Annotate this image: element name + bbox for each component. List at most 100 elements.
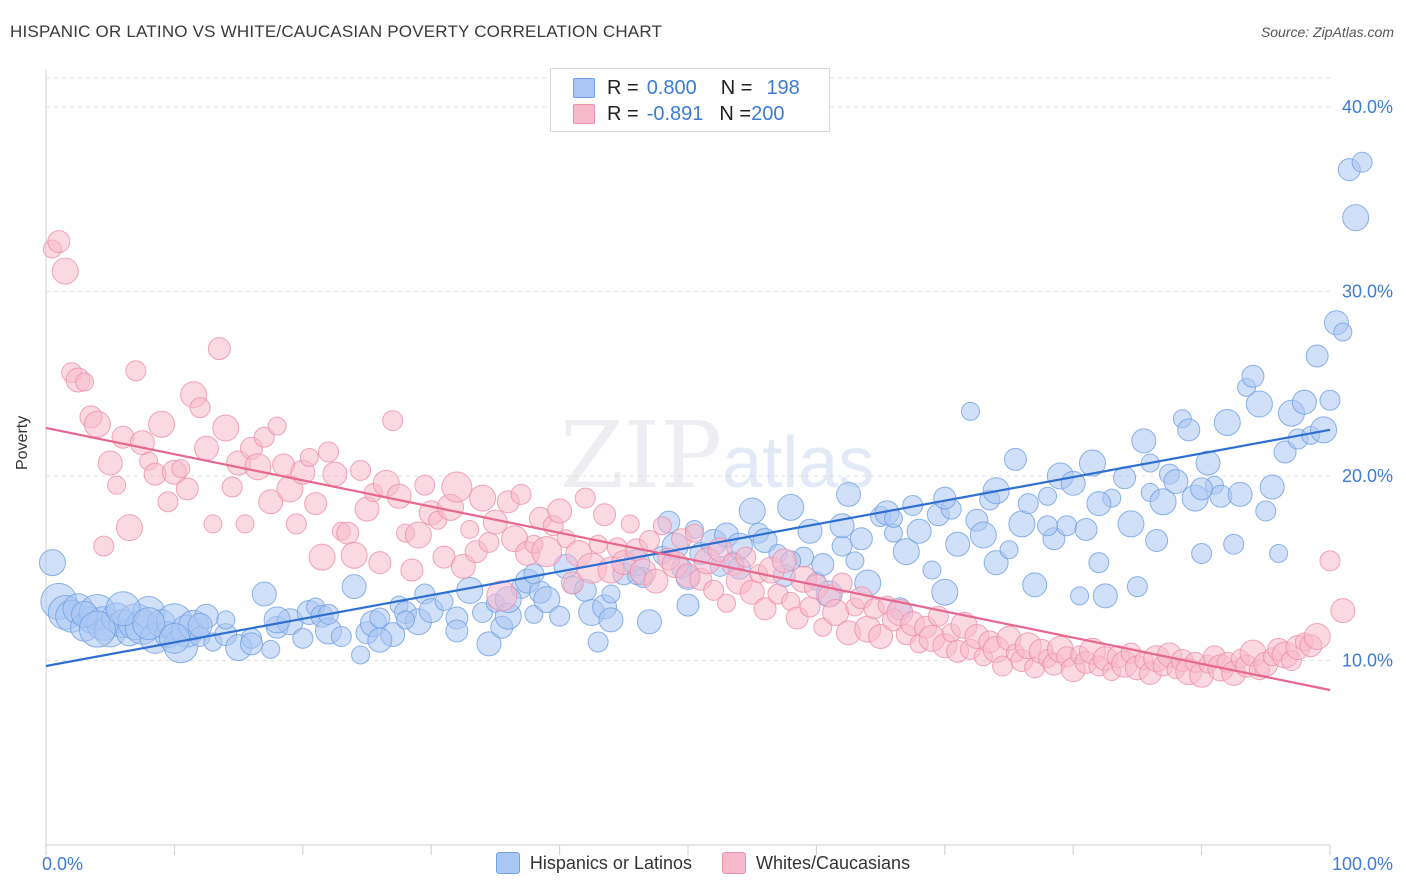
white-point xyxy=(244,453,272,481)
hispanic-point xyxy=(1269,543,1289,563)
white-point xyxy=(175,477,199,501)
hispanic-point xyxy=(1213,408,1241,436)
hispanic-point xyxy=(811,553,835,577)
hispanic-point xyxy=(1333,322,1353,342)
hispanic-point xyxy=(1088,552,1110,574)
hispanic-point xyxy=(132,607,166,641)
legend-n-label: N = xyxy=(720,76,753,99)
hispanic-point xyxy=(341,574,367,600)
white-point xyxy=(547,498,573,524)
hispanic-point xyxy=(983,550,1009,576)
watermark: ZIPatlas xyxy=(560,402,874,509)
white-point xyxy=(368,551,392,575)
hispanic-point xyxy=(251,581,277,607)
white-point xyxy=(593,503,617,527)
hispanic-point xyxy=(292,627,314,649)
white-point xyxy=(304,492,328,516)
white-point xyxy=(386,483,412,509)
white-point xyxy=(336,521,360,545)
white-point xyxy=(478,531,500,553)
white-point xyxy=(207,337,231,361)
legend-item-hispanic[interactable]: Hispanics or Latinos xyxy=(495,852,692,874)
hispanic-point xyxy=(1022,572,1048,598)
white-point xyxy=(171,459,191,479)
hispanic-point xyxy=(523,563,545,585)
white-point xyxy=(382,410,404,432)
white-point xyxy=(93,535,115,557)
hispanic-point xyxy=(969,521,997,549)
white-point xyxy=(486,580,518,612)
hispanic-point xyxy=(598,607,624,633)
white-point xyxy=(1303,622,1331,650)
hispanic-point xyxy=(158,622,190,654)
white-point xyxy=(703,579,725,601)
white-point xyxy=(299,448,319,467)
white-point xyxy=(404,521,432,549)
hispanic-point xyxy=(1191,542,1213,564)
hispanic-point xyxy=(1195,450,1221,476)
hispanic-point xyxy=(549,605,571,627)
hispanic-point xyxy=(836,481,861,507)
hispanic-point xyxy=(1126,576,1148,598)
hispanic-point xyxy=(960,401,980,421)
white-point xyxy=(400,558,424,582)
white-point xyxy=(638,530,660,552)
white-trend-line xyxy=(45,426,1331,692)
hispanic-point xyxy=(1145,529,1169,553)
white-point xyxy=(340,541,368,569)
hispanic-point xyxy=(1163,468,1189,494)
hispanic-point xyxy=(1038,486,1058,506)
hispanic-point xyxy=(1070,586,1090,606)
hispanic-point xyxy=(777,493,805,521)
legend-n-value: 198 xyxy=(766,76,800,99)
white-point xyxy=(588,534,608,554)
hispanic-point xyxy=(922,560,942,580)
hispanic-point xyxy=(330,625,352,647)
white-point xyxy=(652,516,672,536)
white-point xyxy=(83,410,111,438)
hispanic-trend-line xyxy=(45,428,1331,668)
hispanic-point xyxy=(1190,477,1214,501)
chart-source: Source: ZipAtlas.com xyxy=(1260,24,1394,40)
white-point xyxy=(831,572,853,594)
y-tick-label: 30.0% xyxy=(1342,281,1393,301)
white-point xyxy=(267,416,287,436)
white-point xyxy=(510,483,532,505)
white-point xyxy=(560,571,584,595)
white-point xyxy=(194,435,219,461)
hispanic-point xyxy=(1017,493,1039,515)
hispanic-point xyxy=(239,632,263,656)
legend-label: Whites/Caucasians xyxy=(756,852,911,873)
white-point xyxy=(221,476,243,498)
hispanic-point xyxy=(533,586,561,614)
hispanic-point xyxy=(999,540,1019,560)
white-point xyxy=(258,489,284,515)
hispanic-point xyxy=(187,612,213,638)
hispanic-point xyxy=(263,606,291,634)
hispanic-point xyxy=(1074,517,1098,541)
legend-r-value: 0.800 xyxy=(646,76,697,99)
hispanic-point xyxy=(1351,151,1373,173)
white-point xyxy=(285,513,307,535)
legend-item-white[interactable]: Whites/Caucasians xyxy=(722,852,910,874)
hispanic-point xyxy=(1131,428,1157,454)
white-point xyxy=(753,597,777,621)
white-point xyxy=(115,514,143,542)
white-point xyxy=(469,484,497,512)
legend-n-label: N = xyxy=(719,102,752,125)
hispanic-point xyxy=(1008,510,1036,538)
legend-r-value: -0.891 xyxy=(646,102,704,125)
white-point xyxy=(107,475,127,495)
hispanic-point xyxy=(1037,515,1059,537)
correlation-legend: R = 0.800 N = 198 R = -0.891 N = 200 xyxy=(550,68,830,132)
white-point xyxy=(75,372,95,392)
hispanic-point xyxy=(601,584,621,604)
white-point xyxy=(189,397,211,419)
hispanic-point xyxy=(1149,488,1177,516)
legend-swatch-pink xyxy=(573,104,595,124)
white-point xyxy=(148,410,176,438)
hispanic-point xyxy=(1003,447,1027,471)
hispanic-point xyxy=(1223,533,1245,555)
legend-row-white: R = -0.891 N = 200 xyxy=(573,102,784,126)
legend-n-value: 200 xyxy=(751,102,785,125)
